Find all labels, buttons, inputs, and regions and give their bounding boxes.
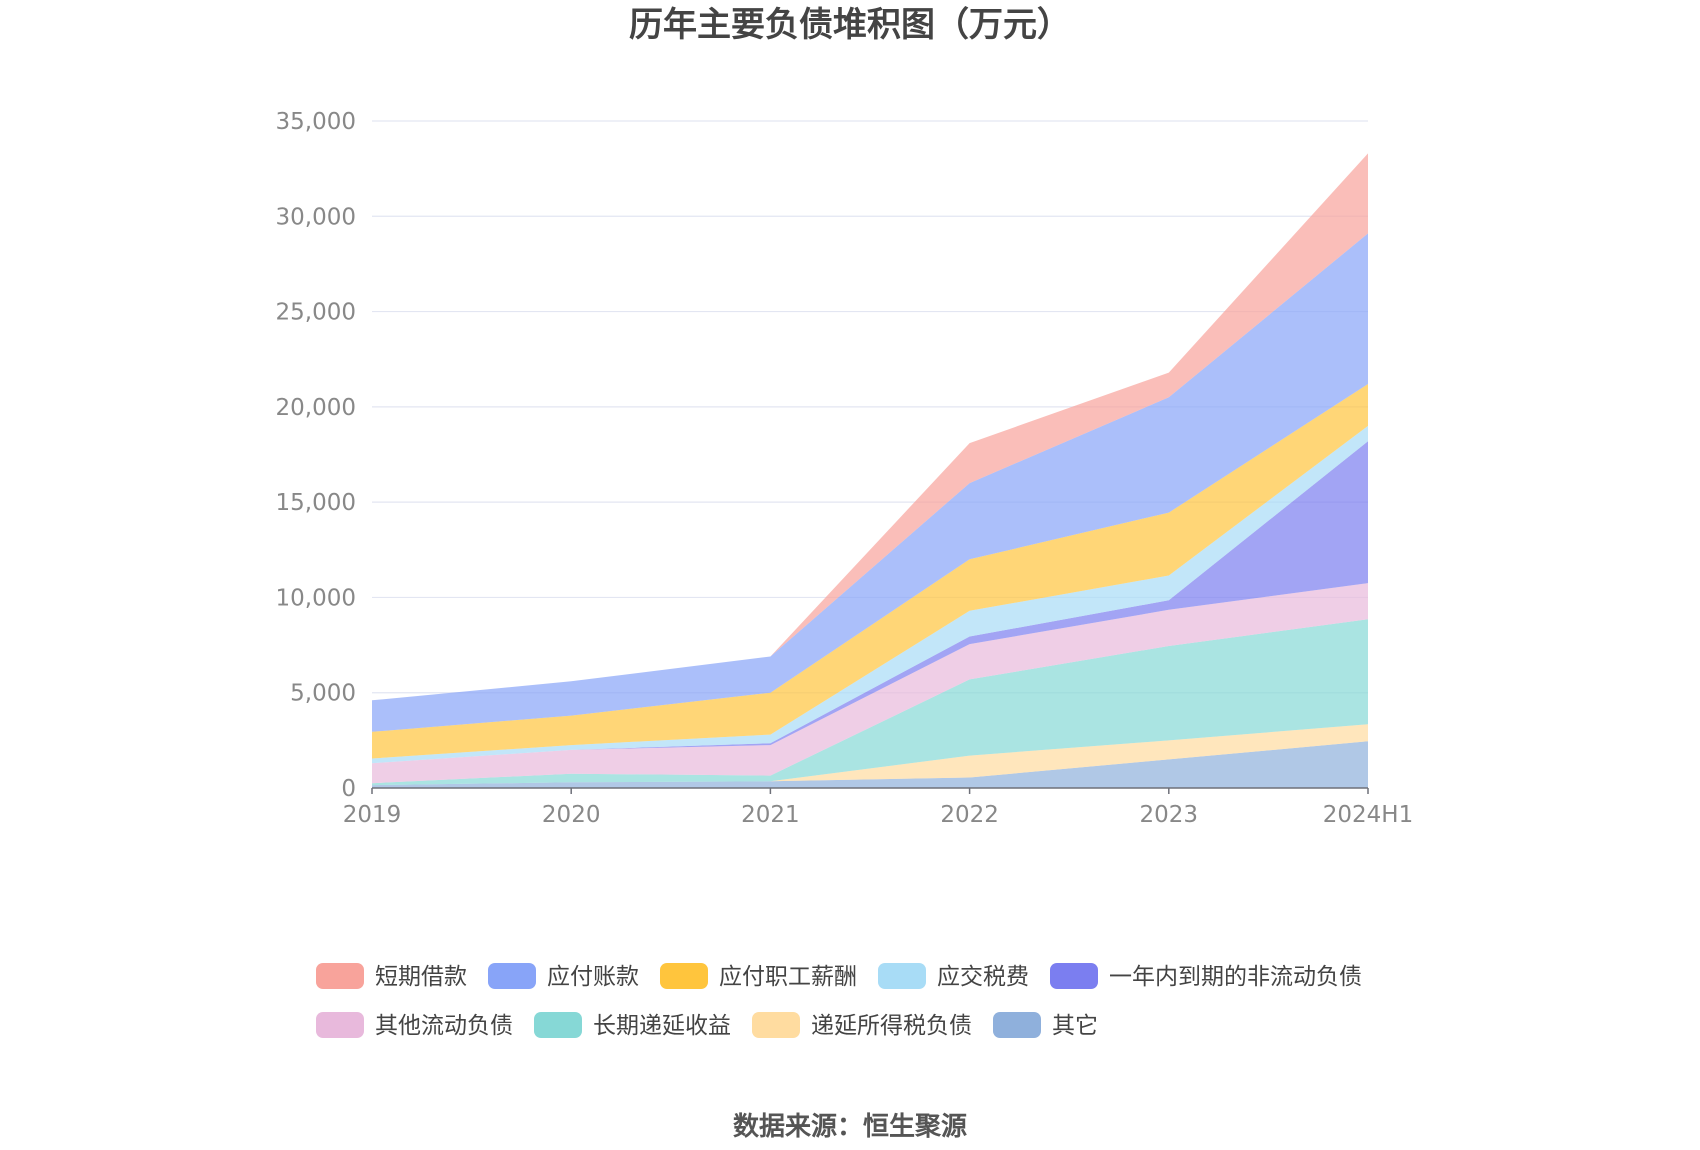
area-series-2	[372, 619, 1368, 786]
y-tick-label: 10,000	[276, 585, 356, 611]
legend-swatch[interactable]	[752, 1012, 800, 1038]
x-tick-label: 2022	[940, 802, 999, 828]
legend-swatch[interactable]	[660, 963, 708, 989]
x-tick-label: 2019	[343, 802, 402, 828]
y-tick-label: 20,000	[276, 395, 356, 421]
legend-swatch[interactable]	[488, 963, 536, 989]
y-tick-label: 30,000	[276, 204, 356, 230]
area-series	[372, 153, 1368, 788]
area-series-0	[372, 741, 1368, 788]
area-series-4	[372, 441, 1368, 764]
y-tick-label: 35,000	[276, 109, 356, 135]
legend-label[interactable]: 应付职工薪酬	[719, 964, 857, 990]
x-tick-label: 2020	[542, 802, 601, 828]
legend-label[interactable]: 长期递延收益	[593, 1013, 731, 1039]
legend-label[interactable]: 一年内到期的非流动负债	[1109, 964, 1362, 990]
legend-label[interactable]: 递延所得税负债	[811, 1013, 972, 1039]
chart-title: 历年主要负债堆积图（万元）	[629, 5, 1071, 45]
y-tick-label: 25,000	[276, 300, 356, 326]
area-series-1	[372, 724, 1368, 786]
gridlines: 0 5,000 10,000 15,000 20,000 25,000 30,000 35,0…	[276, 109, 1368, 802]
area-series-5	[372, 425, 1368, 764]
axes: 2019 2020 2021 2022 2023 2024H1	[343, 787, 1413, 828]
legend-label[interactable]: 应交税费	[937, 964, 1029, 990]
x-tick-label: 2024H1	[1323, 802, 1413, 828]
x-tick-label: 2023	[1140, 802, 1199, 828]
area-series-7	[372, 233, 1368, 732]
legend-swatch[interactable]	[878, 963, 926, 989]
y-tick-label: 15,000	[276, 490, 356, 516]
legend-label[interactable]: 其它	[1052, 1013, 1098, 1039]
area-series-3	[372, 583, 1368, 784]
y-tick-label: 5,000	[290, 681, 356, 707]
data-source: 数据来源：恒生聚源	[733, 1112, 967, 1142]
legend-swatch[interactable]	[316, 1012, 364, 1038]
area-series-6	[372, 384, 1368, 759]
legend-label[interactable]: 其他流动负债	[375, 1013, 513, 1039]
legend-label[interactable]: 短期借款	[375, 964, 467, 990]
legend-swatch[interactable]	[1050, 963, 1098, 989]
legend-swatch[interactable]	[316, 963, 364, 989]
legend-swatch[interactable]	[534, 1012, 582, 1038]
y-tick-label: 0	[341, 776, 356, 802]
x-tick-label: 2021	[741, 802, 800, 828]
legend-swatch[interactable]	[993, 1012, 1041, 1038]
legend-label[interactable]: 应付账款	[547, 964, 639, 990]
